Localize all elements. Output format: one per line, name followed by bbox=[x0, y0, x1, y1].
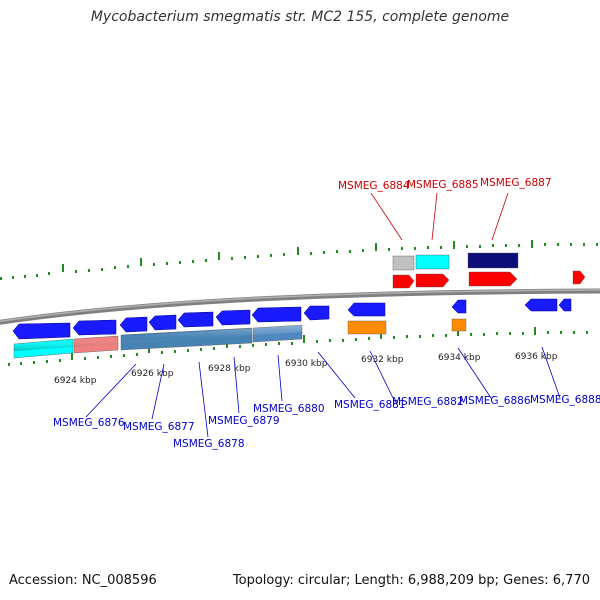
scale-label: 6932 kbp bbox=[361, 355, 404, 365]
gene-msmeg-6884[interactable] bbox=[392, 255, 415, 271]
gene-msmeg-6878b[interactable] bbox=[148, 314, 177, 331]
upper-tick-ring bbox=[0, 240, 598, 280]
forward-gene-labels: MSMEG_6884 MSMEG_6885 MSMEG_6887 bbox=[338, 177, 552, 192]
forward-strand-genes bbox=[392, 252, 586, 289]
gene-red-3[interactable] bbox=[468, 271, 518, 287]
block-orange-2[interactable] bbox=[451, 318, 467, 332]
gene-label-msmeg-6885[interactable]: MSMEG_6885 bbox=[407, 179, 479, 191]
map-title: Mycobacterium smegmatis str. MC2 155, co… bbox=[90, 9, 510, 25]
gene-msmeg-6888a[interactable] bbox=[524, 298, 558, 312]
genome-info-label: Topology: circular; Length: 6,988,209 bp… bbox=[232, 573, 590, 588]
gene-label-msmeg-6887[interactable]: MSMEG_6887 bbox=[480, 177, 552, 189]
gene-label-msmeg-6881[interactable]: MSMEG_6881 bbox=[334, 399, 406, 411]
gene-label-msmeg-6876[interactable]: MSMEG_6876 bbox=[53, 417, 125, 429]
gene-msmeg-6881[interactable] bbox=[303, 305, 330, 321]
accession-label: Accession: NC_008596 bbox=[9, 573, 157, 588]
scale-label: 6934 kbp bbox=[438, 353, 481, 363]
gene-label-msmeg-6882[interactable]: MSMEG_6882 bbox=[392, 396, 464, 408]
scale-label: 6928 kbp bbox=[208, 364, 251, 374]
backbone-highlight bbox=[0, 289, 600, 323]
block-orange-1[interactable] bbox=[347, 320, 387, 335]
gene-msmeg-6880b[interactable] bbox=[251, 306, 302, 323]
scale-labels: 6924 kbp 6926 kbp 6928 kbp 6930 kbp 6932… bbox=[54, 352, 558, 386]
gene-msmeg-6886[interactable] bbox=[451, 299, 467, 314]
gene-label-msmeg-6886[interactable]: MSMEG_6886 bbox=[459, 395, 531, 407]
gene-msmeg-6888b[interactable] bbox=[558, 298, 572, 312]
gene-msmeg-6880a[interactable] bbox=[215, 309, 251, 326]
reverse-strand-genes bbox=[12, 298, 572, 340]
reverse-callout-lines bbox=[85, 346, 561, 438]
gene-msmeg-6876[interactable] bbox=[12, 322, 71, 340]
gene-red-4[interactable] bbox=[572, 270, 586, 285]
gene-msmeg-6877[interactable] bbox=[72, 319, 117, 336]
inner-shading bbox=[14, 325, 302, 351]
gene-msmeg-6887[interactable] bbox=[467, 252, 519, 269]
gene-red-1[interactable] bbox=[392, 274, 415, 289]
gene-msmeg-6878a[interactable] bbox=[119, 316, 148, 333]
gene-label-msmeg-6880[interactable]: MSMEG_6880 bbox=[253, 403, 325, 415]
scale-label: 6930 kbp bbox=[285, 359, 328, 369]
gene-msmeg-6885[interactable] bbox=[415, 254, 450, 270]
scale-label: 6926 kbp bbox=[131, 369, 174, 379]
gene-label-msmeg-6877[interactable]: MSMEG_6877 bbox=[123, 421, 195, 433]
gene-label-msmeg-6884[interactable]: MSMEG_6884 bbox=[338, 180, 410, 192]
gene-label-msmeg-6879[interactable]: MSMEG_6879 bbox=[208, 415, 280, 427]
genome-backbone bbox=[0, 288, 600, 325]
gene-red-2[interactable] bbox=[415, 273, 450, 288]
scale-label: 6936 kbp bbox=[515, 352, 558, 362]
scale-label: 6924 kbp bbox=[54, 376, 97, 386]
gene-label-msmeg-6888[interactable]: MSMEG_6888 bbox=[530, 394, 600, 406]
forward-callout-lines bbox=[370, 192, 509, 241]
reverse-gene-labels: MSMEG_6876 MSMEG_6877 MSMEG_6878 MSMEG_6… bbox=[53, 394, 600, 450]
gene-msmeg-6882[interactable] bbox=[347, 302, 386, 317]
gene-label-msmeg-6878[interactable]: MSMEG_6878 bbox=[173, 438, 245, 450]
gene-msmeg-6879[interactable] bbox=[177, 311, 214, 328]
